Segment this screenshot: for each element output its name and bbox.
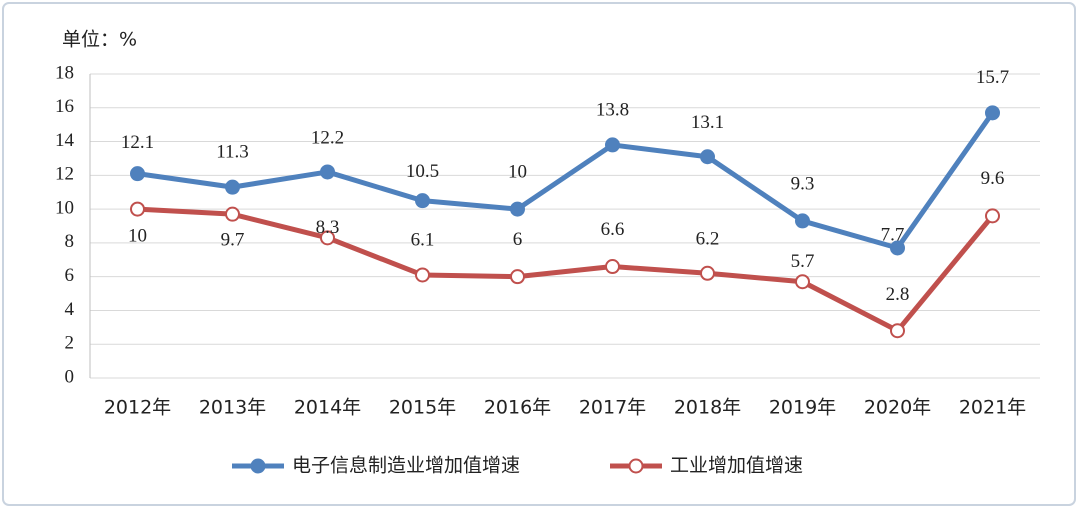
legend-label: 工业增加值增速: [670, 455, 803, 477]
y-tick-label: 4: [65, 299, 75, 320]
series-line: [137, 111, 995, 251]
data-label: 10.5: [406, 161, 439, 182]
legend-marker: [250, 458, 266, 474]
data-label: 7.7: [881, 224, 905, 245]
data-label: 9.3: [791, 173, 815, 194]
y-tick-label: 10: [55, 197, 74, 218]
data-label: 6.1: [411, 229, 435, 250]
y-tick-label: 2: [65, 333, 75, 354]
point: [510, 269, 525, 285]
point: [510, 201, 525, 217]
data-label: 12.1: [121, 132, 154, 153]
data-label: 11.3: [216, 142, 249, 163]
y-tick-label: 14: [55, 130, 75, 151]
x-tick-label: 2020年: [864, 397, 931, 419]
x-tick-label: 2017年: [579, 397, 646, 419]
point: [415, 267, 430, 283]
point: [605, 137, 620, 153]
data-label: 9.6: [981, 168, 1005, 189]
data-label: 10: [128, 225, 147, 246]
data-label: 2.8: [886, 284, 910, 305]
x-tick-label: 2012年: [104, 397, 171, 419]
point: [985, 105, 1000, 121]
x-tick-label: 2018年: [674, 397, 741, 419]
data-label: 6: [513, 229, 523, 250]
point: [225, 206, 240, 222]
data-label: 12.2: [311, 127, 344, 148]
x-tick-label: 2021年: [959, 397, 1026, 419]
point: [890, 240, 905, 256]
point: [320, 164, 335, 180]
data-label: 10: [508, 161, 527, 182]
point: [700, 265, 715, 281]
point: [130, 201, 145, 217]
point: [795, 213, 810, 229]
y-tick-label: 6: [65, 265, 75, 286]
data-label: 9.7: [221, 230, 245, 251]
legend-marker: [628, 458, 644, 474]
x-tick-label: 2013年: [199, 397, 266, 419]
point: [130, 166, 145, 182]
point: [890, 323, 905, 339]
y-tick-label: 8: [65, 231, 75, 252]
x-tick-label: 2016年: [484, 397, 551, 419]
data-label: 5.7: [791, 251, 815, 272]
data-label: 13.1: [691, 112, 724, 133]
point: [320, 230, 335, 246]
y-tick-label: 12: [55, 164, 74, 185]
x-tick-label: 2014年: [294, 397, 361, 419]
x-tick-label: 2019年: [769, 397, 836, 419]
point: [985, 208, 1000, 224]
point: [795, 274, 810, 290]
data-label: 8.3: [316, 217, 340, 238]
unit-label: 单位：%: [62, 29, 137, 51]
point: [605, 259, 620, 275]
y-tick-label: 0: [65, 366, 75, 387]
y-tick-label: 18: [55, 62, 74, 83]
data-label: 13.8: [596, 99, 629, 120]
point: [415, 193, 430, 209]
point: [225, 179, 240, 195]
data-label: 6.6: [601, 219, 625, 240]
data-label: 6.2: [696, 229, 720, 250]
series-line: [137, 206, 995, 334]
legend-label: 电子信息制造业增加值增速: [292, 455, 520, 477]
point: [700, 149, 715, 165]
y-tick-label: 16: [55, 96, 74, 117]
x-tick-label: 2015年: [389, 397, 456, 419]
data-label: 15.7: [976, 67, 1009, 88]
